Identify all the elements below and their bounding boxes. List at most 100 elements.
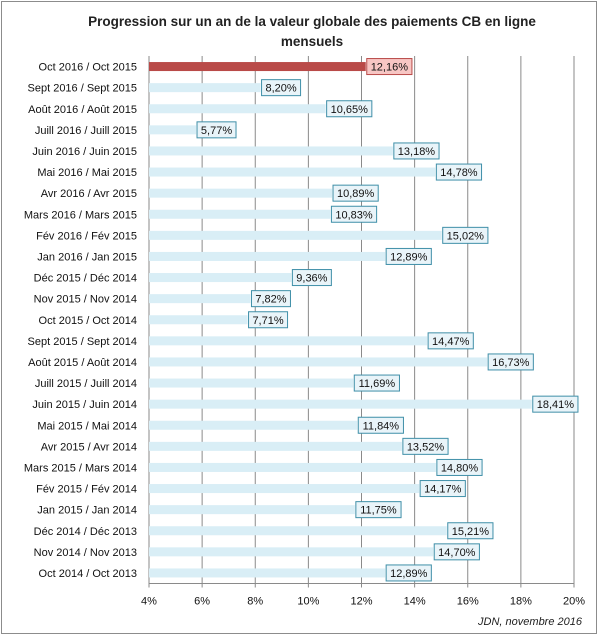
bar [149, 209, 331, 219]
bar [149, 273, 292, 283]
bar [149, 378, 354, 388]
x-tick-label: 14% [404, 596, 426, 608]
data-label-box [487, 353, 534, 371]
category-label: Août 2015 / Août 2014 [28, 357, 137, 369]
chart-title: Progression sur un an de la valeur globa… [88, 14, 536, 49]
data-label-box [427, 332, 474, 350]
category-label: Mars 2015 / Mars 2014 [24, 462, 137, 474]
data-label: 15,21% [452, 526, 490, 538]
data-label: 11,84% [363, 420, 400, 432]
bar [149, 167, 436, 177]
data-label-box [196, 121, 237, 139]
x-tick-label: 4% [141, 596, 157, 608]
data-label-box [261, 79, 302, 97]
data-label-box [433, 543, 480, 561]
category-label: Déc 2014 / Déc 2013 [34, 526, 137, 538]
data-label: 11,75% [360, 505, 397, 517]
bar [149, 420, 358, 430]
category-label: Juill 2016 / Juill 2015 [35, 125, 137, 137]
data-label-box [419, 480, 466, 498]
bar [149, 315, 248, 325]
bar [149, 188, 333, 198]
data-label: 10,83% [335, 209, 373, 221]
data-label-box [436, 458, 483, 476]
category-label: Juill 2015 / Juill 2014 [35, 378, 137, 390]
data-label-box [366, 58, 413, 76]
bar [149, 484, 420, 494]
data-label-box [393, 142, 440, 160]
x-tick-label: 20% [563, 596, 585, 608]
bar [149, 336, 428, 346]
data-label-box [385, 247, 432, 265]
data-label: 14,17% [424, 484, 462, 496]
data-label: 7,82% [255, 294, 286, 306]
data-label: 15,02% [447, 230, 485, 242]
category-label: Oct 2014 / Oct 2013 [39, 568, 137, 580]
data-label: 12,16% [371, 62, 409, 74]
category-label: Juin 2016 / Juin 2015 [32, 146, 137, 158]
data-label: 14,47% [432, 336, 470, 348]
data-label: 8,20% [265, 83, 296, 95]
category-label: Jan 2016 / Jan 2015 [37, 251, 137, 263]
bar [149, 399, 532, 409]
bar [149, 146, 393, 156]
bar [149, 462, 436, 472]
data-label-box [532, 395, 579, 413]
category-label: Mai 2015 / Mai 2014 [37, 420, 137, 432]
data-label-box [442, 226, 489, 244]
data-label-box [330, 205, 378, 223]
data-label: 7,71% [252, 315, 283, 327]
data-label: 12,89% [390, 568, 428, 580]
category-label: Nov 2014 / Nov 2013 [34, 547, 137, 559]
category-label: Sept 2016 / Sept 2015 [28, 83, 137, 95]
source-note: JDN, novembre 2016 [478, 616, 582, 628]
data-label: 14,70% [438, 547, 476, 559]
x-tick-label: 10% [297, 596, 319, 608]
bar [149, 357, 488, 367]
data-label: 10,89% [337, 188, 375, 200]
data-label-box [355, 501, 402, 519]
category-label: Oct 2015 / Oct 2014 [39, 315, 137, 327]
data-label: 11,69% [359, 378, 396, 390]
category-label: Juin 2015 / Juin 2014 [32, 399, 137, 411]
data-label-box [435, 163, 483, 181]
x-tick-label: 18% [510, 596, 532, 608]
data-label: 12,89% [390, 251, 428, 263]
data-label: 13,52% [407, 441, 445, 453]
data-label: 18,41% [537, 399, 575, 411]
bar [149, 230, 442, 240]
category-label: Fév 2016 / Fév 2015 [36, 230, 137, 242]
bar [149, 547, 434, 557]
category-label: Jan 2015 / Jan 2014 [37, 505, 137, 517]
data-label-box [248, 311, 289, 329]
bar [149, 125, 197, 135]
category-label: Avr 2015 / Avr 2014 [41, 441, 137, 453]
category-label: Mars 2016 / Mars 2015 [24, 209, 137, 221]
data-label: 10,65% [331, 104, 369, 116]
bar [149, 104, 326, 114]
x-tick-label: 8% [247, 596, 263, 608]
category-label: Mai 2016 / Mai 2015 [37, 167, 137, 179]
bar [149, 62, 366, 72]
data-label: 13,18% [398, 146, 436, 158]
data-label-box [447, 522, 494, 540]
data-label: 16,73% [492, 357, 530, 369]
data-label-box [332, 184, 379, 202]
data-label-box [385, 564, 432, 582]
x-tick-label: 6% [194, 596, 210, 608]
category-label: Nov 2015 / Nov 2014 [34, 294, 137, 306]
data-label-box [326, 100, 373, 118]
category-label: Avr 2016 / Avr 2015 [41, 188, 137, 200]
data-label-box [353, 374, 400, 392]
category-label: Août 2016 / Août 2015 [28, 104, 137, 116]
category-label: Déc 2015 / Déc 2014 [34, 273, 137, 285]
bar [149, 441, 402, 451]
data-label: 5,77% [201, 125, 232, 137]
bar [149, 568, 386, 578]
bar [149, 83, 261, 93]
data-label: 14,78% [440, 167, 478, 179]
category-label: Fév 2015 / Fév 2014 [36, 484, 137, 496]
data-label-box [250, 290, 291, 308]
